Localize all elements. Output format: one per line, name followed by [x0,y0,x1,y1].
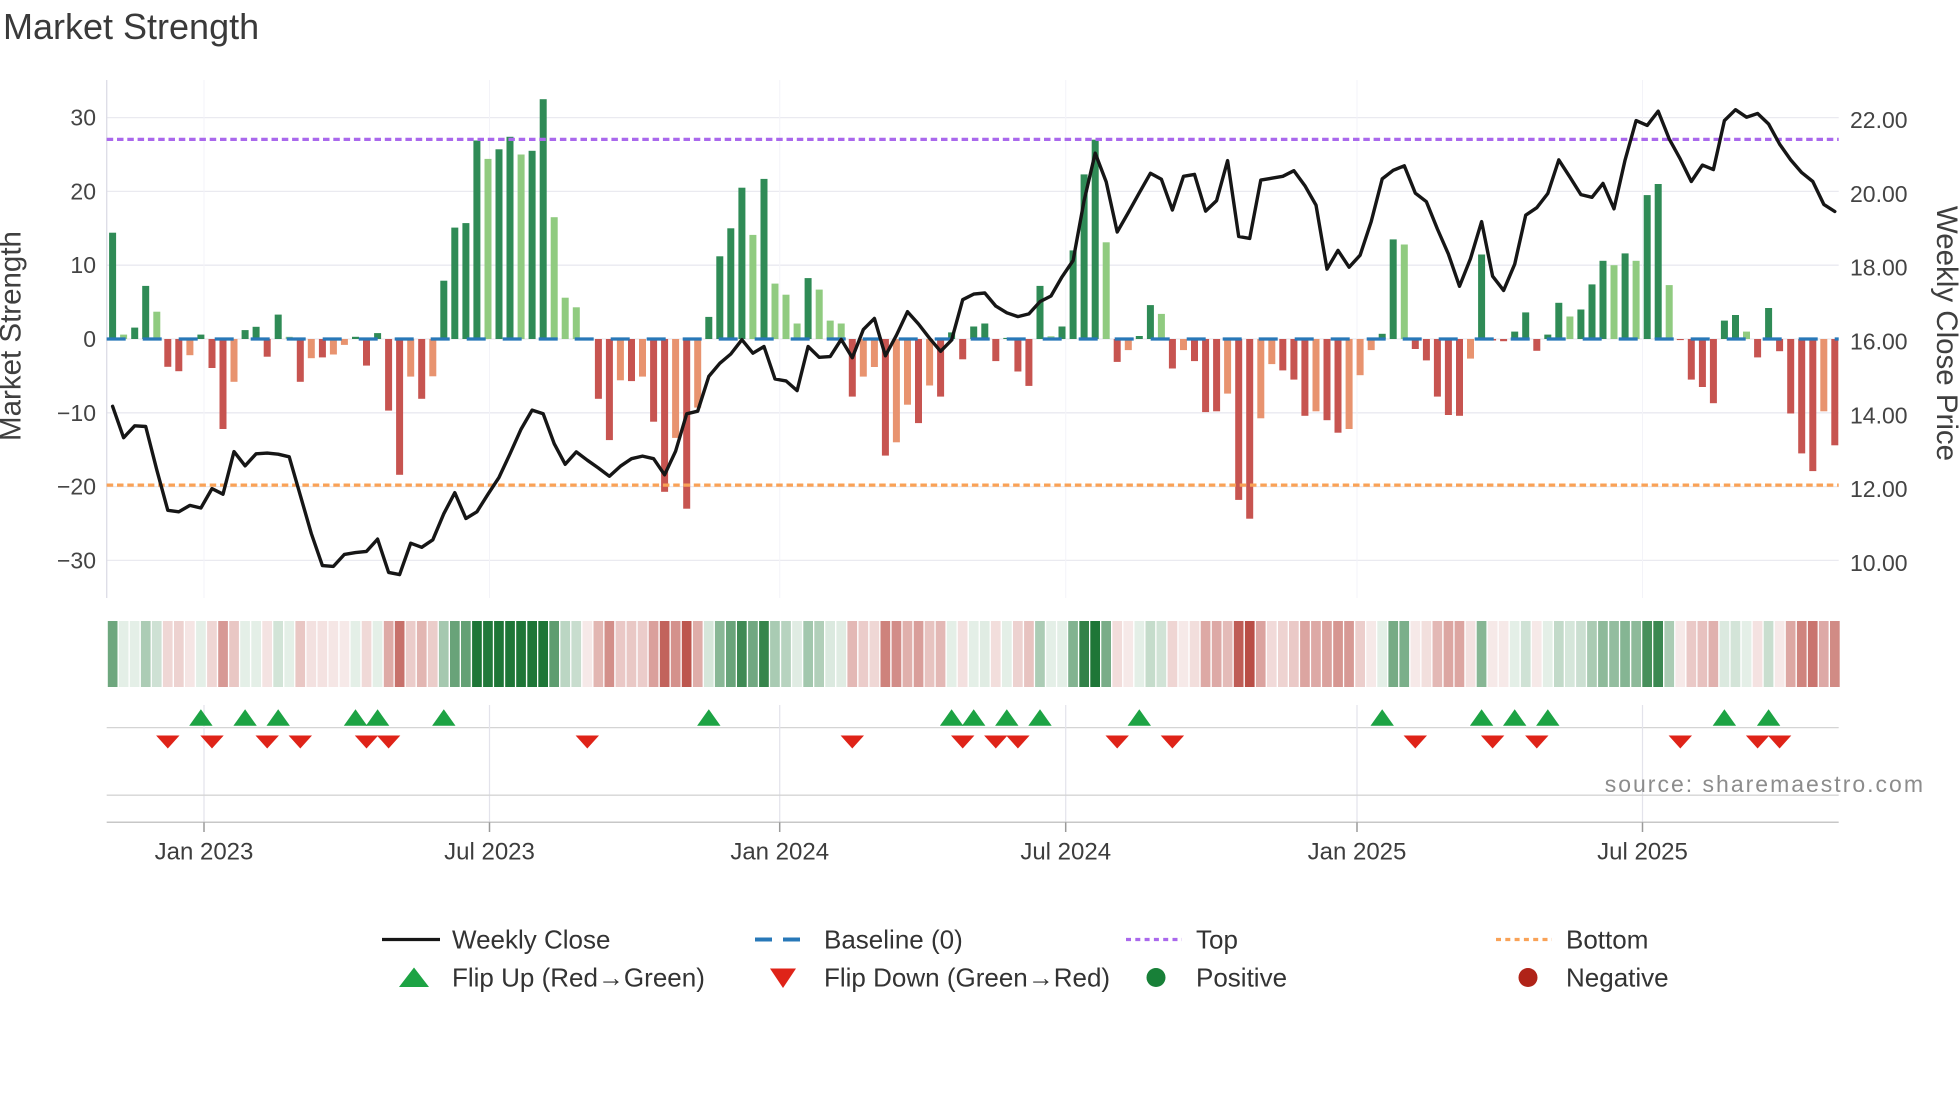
svg-text:Jan 2024: Jan 2024 [730,839,829,866]
svg-text:30: 30 [70,105,96,131]
svg-text:−10: −10 [57,400,96,426]
svg-text:Top: Top [1196,925,1238,955]
svg-text:Flip Up (Red→Green): Flip Up (Red→Green) [452,963,705,993]
svg-text:Baseline (0): Baseline (0) [824,925,963,955]
svg-text:Jul 2025: Jul 2025 [1597,839,1688,866]
svg-text:22.00: 22.00 [1850,107,1908,133]
svg-text:14.00: 14.00 [1850,402,1908,428]
svg-text:Weekly Close Price: Weekly Close Price [1930,206,1960,461]
svg-text:Jul 2024: Jul 2024 [1020,839,1111,866]
svg-text:18.00: 18.00 [1850,255,1908,281]
svg-text:20: 20 [70,178,96,204]
svg-text:Flip Down (Green→Red): Flip Down (Green→Red) [824,963,1110,993]
svg-text:−20: −20 [57,474,96,500]
svg-text:10: 10 [70,252,96,278]
svg-text:Market Strength: Market Strength [3,6,259,47]
svg-text:source: sharemaestro.com: source: sharemaestro.com [1605,771,1925,797]
svg-text:Bottom: Bottom [1566,925,1648,955]
svg-text:Jan 2023: Jan 2023 [155,839,254,866]
svg-text:Market Strength: Market Strength [0,231,28,441]
svg-text:Jan 2025: Jan 2025 [1308,839,1407,866]
svg-text:Positive: Positive [1196,963,1287,993]
svg-text:Weekly Close: Weekly Close [452,925,610,955]
svg-text:0: 0 [83,326,96,352]
svg-text:10.00: 10.00 [1850,550,1908,576]
svg-text:16.00: 16.00 [1850,329,1908,355]
svg-text:20.00: 20.00 [1850,181,1908,207]
svg-text:Negative: Negative [1566,963,1669,993]
svg-text:12.00: 12.00 [1850,476,1908,502]
svg-text:−30: −30 [57,547,96,573]
svg-text:Jul 2023: Jul 2023 [444,839,535,866]
